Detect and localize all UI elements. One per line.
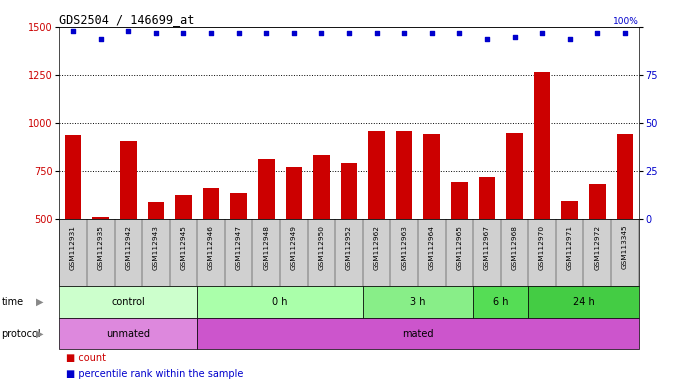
Bar — [479, 177, 495, 219]
Bar — [561, 201, 578, 219]
Point — [619, 30, 630, 36]
Point — [288, 30, 299, 36]
Bar — [473, 286, 528, 318]
Bar — [285, 167, 302, 219]
Bar — [175, 195, 192, 219]
Point — [454, 30, 465, 36]
Text: GSM112945: GSM112945 — [181, 225, 186, 270]
Bar — [203, 188, 219, 219]
Text: GSM112947: GSM112947 — [236, 225, 242, 270]
Bar — [363, 286, 473, 318]
Text: GSM112964: GSM112964 — [429, 225, 435, 270]
Text: ▶: ▶ — [36, 297, 44, 307]
Text: GSM113345: GSM113345 — [622, 225, 628, 269]
Point — [205, 30, 216, 36]
Point — [123, 28, 134, 34]
Text: ■ percentile rank within the sample: ■ percentile rank within the sample — [66, 369, 244, 379]
Point — [315, 30, 327, 36]
Text: GSM112970: GSM112970 — [539, 225, 545, 270]
Bar — [65, 135, 82, 219]
Point — [482, 36, 493, 42]
Text: 100%: 100% — [613, 17, 639, 26]
Bar — [258, 159, 274, 219]
Text: GSM112942: GSM112942 — [126, 225, 131, 270]
Text: GSM112962: GSM112962 — [373, 225, 380, 270]
Bar — [451, 182, 468, 219]
Text: GSM112968: GSM112968 — [512, 225, 517, 270]
Text: GSM112946: GSM112946 — [208, 225, 214, 270]
Point — [150, 30, 161, 36]
Text: GSM112931: GSM112931 — [70, 225, 76, 270]
Point — [68, 28, 79, 34]
Text: GSM112952: GSM112952 — [346, 225, 352, 270]
Text: GSM112971: GSM112971 — [567, 225, 572, 270]
Bar — [198, 318, 639, 349]
Text: 0 h: 0 h — [272, 297, 288, 307]
Point — [260, 30, 272, 36]
Text: GSM112935: GSM112935 — [98, 225, 104, 270]
Text: GSM112948: GSM112948 — [263, 225, 269, 270]
Text: GSM112950: GSM112950 — [318, 225, 325, 270]
Point — [95, 36, 106, 42]
Bar — [120, 141, 137, 219]
Bar — [396, 131, 413, 219]
Point — [592, 30, 603, 36]
Text: mated: mated — [402, 329, 433, 339]
Bar — [92, 217, 109, 219]
Bar — [59, 286, 198, 318]
Bar — [313, 155, 329, 219]
Bar — [424, 134, 440, 219]
Bar — [59, 318, 198, 349]
Text: ■ count: ■ count — [66, 353, 106, 362]
Point — [537, 30, 548, 36]
Text: protocol: protocol — [1, 329, 41, 339]
Text: GSM112949: GSM112949 — [291, 225, 297, 270]
Text: GSM112967: GSM112967 — [484, 225, 490, 270]
Text: 24 h: 24 h — [572, 297, 595, 307]
Text: unmated: unmated — [106, 329, 150, 339]
Text: control: control — [112, 297, 145, 307]
Bar — [616, 134, 633, 219]
Bar — [369, 131, 385, 219]
Bar — [506, 133, 523, 219]
Text: ▶: ▶ — [36, 329, 44, 339]
Text: GDS2504 / 146699_at: GDS2504 / 146699_at — [59, 13, 195, 26]
Bar — [534, 73, 551, 219]
Bar — [147, 202, 164, 219]
Point — [564, 36, 575, 42]
Bar — [589, 184, 606, 219]
Text: GSM112943: GSM112943 — [153, 225, 159, 270]
Bar — [528, 286, 639, 318]
Text: GSM112963: GSM112963 — [401, 225, 407, 270]
Point — [371, 30, 383, 36]
Bar — [198, 286, 363, 318]
Text: 6 h: 6 h — [493, 297, 508, 307]
Point — [233, 30, 244, 36]
Bar — [341, 163, 357, 219]
Text: GSM112965: GSM112965 — [456, 225, 462, 270]
Point — [426, 30, 438, 36]
Point — [509, 34, 520, 40]
Bar — [230, 194, 247, 219]
Text: GSM112972: GSM112972 — [594, 225, 600, 270]
Point — [399, 30, 410, 36]
Text: time: time — [1, 297, 24, 307]
Point — [178, 30, 189, 36]
Text: 3 h: 3 h — [410, 297, 426, 307]
Point — [343, 30, 355, 36]
